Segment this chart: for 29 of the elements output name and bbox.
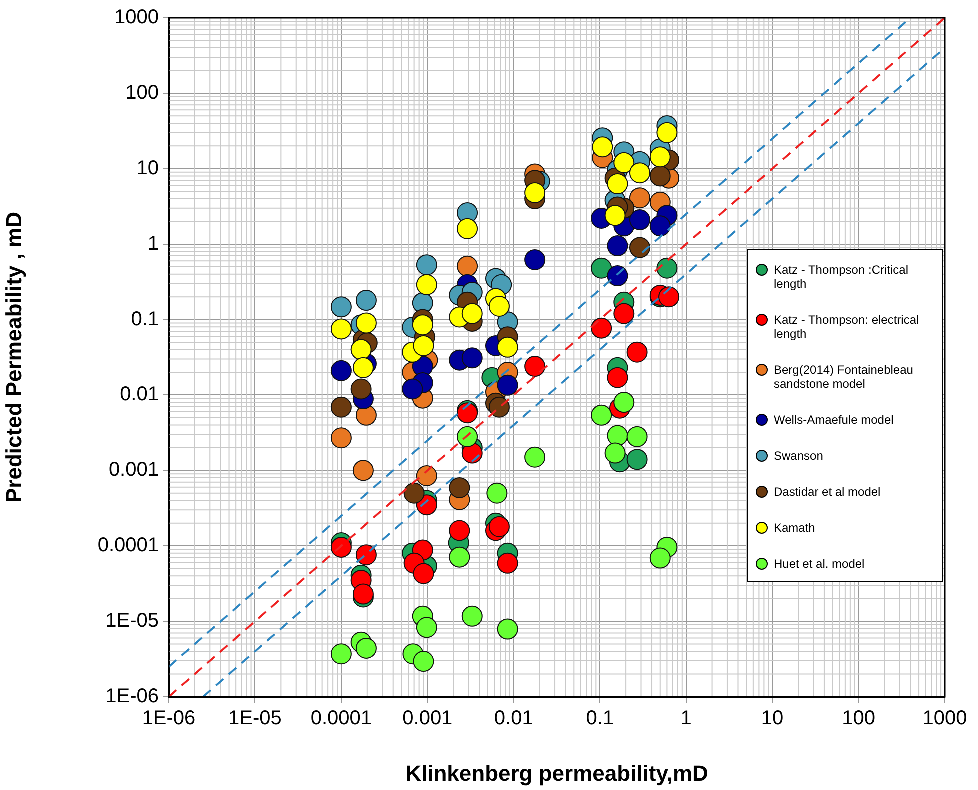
- y-tick-label: 0.01: [120, 384, 159, 406]
- x-axis-title: Klinkenberg permeability,mD: [406, 760, 708, 786]
- legend-label: Swanson: [774, 448, 824, 463]
- x-tick-label: 0.0001: [310, 708, 372, 730]
- y-tick-label: 0.0001: [98, 534, 159, 557]
- legend-label: Katz - Thompson :Critical length: [774, 262, 910, 291]
- y-tick-label: 1E-05: [106, 610, 159, 632]
- y-axis-title: Predicted Permeability , mD: [1, 212, 26, 503]
- y-tick-label: 0.001: [108, 459, 159, 482]
- x-tick-label: 1000: [922, 708, 968, 730]
- y-tick-label: 1: [148, 232, 159, 255]
- y-tick-label: 100: [126, 82, 159, 104]
- legend-label: Huet et al. model: [774, 556, 865, 571]
- x-tick-label: 0.01: [494, 708, 534, 730]
- x-tick-label: 0.001: [402, 708, 453, 730]
- x-tick-label: 1: [680, 708, 692, 730]
- legend-label: Wells-Amaefule model: [774, 412, 894, 427]
- x-tick-label: 0.1: [586, 708, 614, 730]
- legend-label: Dastidar et al model: [774, 484, 881, 499]
- y-tick-label: 0.1: [131, 308, 159, 330]
- x-tick-label: 100: [842, 708, 876, 730]
- legend-label: Katz - Thompson: electrical length: [774, 312, 920, 341]
- legend-label: Kamath: [774, 520, 816, 535]
- legend-label: Berg(2014) Fontainebleau sandstone model: [774, 362, 914, 391]
- y-tick-label: 10: [136, 157, 159, 180]
- x-tick-label: 1E-05: [228, 708, 282, 730]
- y-tick-label: 1000: [114, 6, 159, 29]
- x-tick-label: 10: [761, 708, 784, 730]
- y-tick-label: 1E-06: [106, 686, 159, 708]
